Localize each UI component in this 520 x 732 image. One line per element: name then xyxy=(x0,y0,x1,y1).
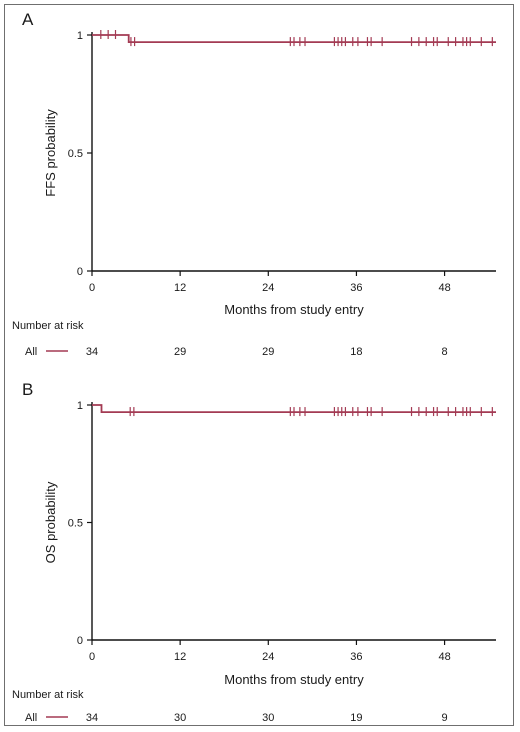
risk-row-label: All xyxy=(25,712,37,724)
y-axis-title: FFS probability xyxy=(43,109,58,197)
x-tick-label: 0 xyxy=(89,651,95,663)
y-tick-label: 1 xyxy=(77,30,83,42)
risk-count: 29 xyxy=(262,346,274,358)
x-tick-label: 0 xyxy=(89,282,95,294)
risk-count: 34 xyxy=(86,346,98,358)
km-curve-ffs xyxy=(92,34,496,43)
x-tick-label: 12 xyxy=(174,282,186,294)
x-axis-title: Months from study entry xyxy=(224,302,364,317)
y-tick-label: 1 xyxy=(77,400,83,412)
risk-table-header: Number at risk xyxy=(12,320,84,332)
risk-row-label: All xyxy=(25,346,37,358)
x-tick-label: 48 xyxy=(438,282,450,294)
y-tick-label: 0.5 xyxy=(68,518,83,530)
risk-count: 34 xyxy=(86,712,98,724)
x-axis-title: Months from study entry xyxy=(224,672,364,687)
risk-count: 30 xyxy=(174,712,186,724)
y-tick-label: 0 xyxy=(77,635,83,647)
x-tick-label: 36 xyxy=(350,651,362,663)
risk-count: 9 xyxy=(442,712,448,724)
y-tick-label: 0 xyxy=(77,266,83,278)
panel-label: B xyxy=(22,380,33,399)
panel-label: A xyxy=(22,10,34,29)
x-tick-label: 12 xyxy=(174,651,186,663)
x-tick-label: 48 xyxy=(438,651,450,663)
risk-table-header: Number at risk xyxy=(12,689,84,701)
x-tick-label: 36 xyxy=(350,282,362,294)
y-tick-label: 0.5 xyxy=(68,148,83,160)
figure-frame xyxy=(4,4,514,726)
km-curve-os xyxy=(92,404,496,414)
y-axis-title: OS probability xyxy=(43,481,58,563)
risk-count: 8 xyxy=(442,346,448,358)
x-tick-label: 24 xyxy=(262,282,274,294)
risk-count: 29 xyxy=(174,346,186,358)
risk-count: 30 xyxy=(262,712,274,724)
risk-count: 18 xyxy=(350,346,362,358)
x-tick-label: 24 xyxy=(262,651,274,663)
risk-count: 19 xyxy=(350,712,362,724)
